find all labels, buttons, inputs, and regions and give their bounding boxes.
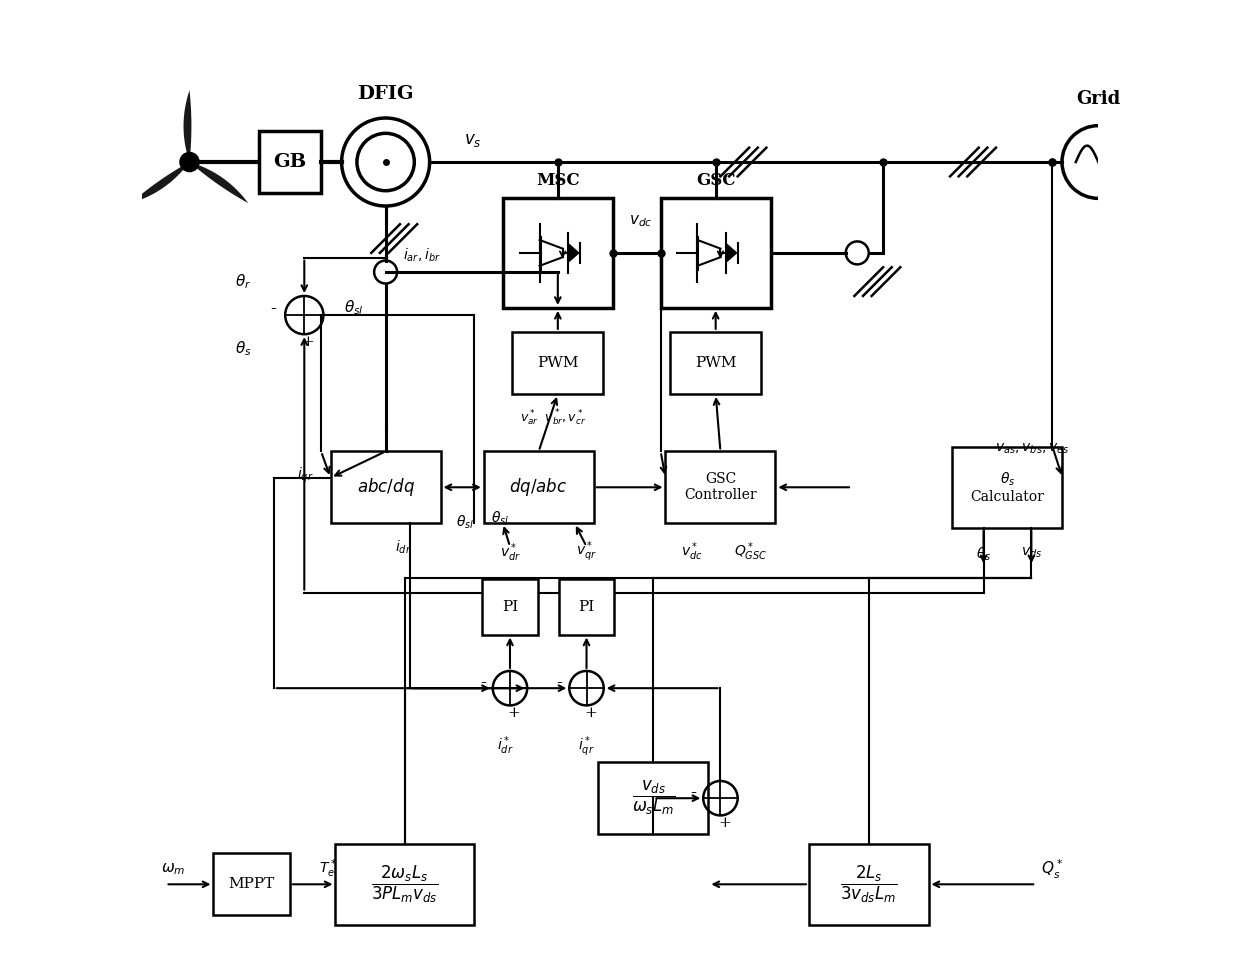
Text: DFIG: DFIG xyxy=(357,85,414,103)
Text: $\dfrac{v_{ds}}{\omega_s L_m}$: $\dfrac{v_{ds}}{\omega_s L_m}$ xyxy=(631,779,676,817)
Circle shape xyxy=(180,152,200,172)
Text: MSC: MSC xyxy=(536,172,579,189)
Bar xyxy=(331,452,440,523)
Text: -: - xyxy=(557,675,563,693)
Text: GB: GB xyxy=(273,153,306,171)
Bar xyxy=(599,762,708,834)
Text: Grid: Grid xyxy=(1076,90,1121,108)
Text: $v^*_{ar}$  $v^*_{br},v^*_{cr}$: $v^*_{ar}$ $v^*_{br},v^*_{cr}$ xyxy=(520,407,587,427)
Bar xyxy=(502,198,613,308)
Text: $\dfrac{2\omega_s L_s}{3PL_m v_{ds}}$: $\dfrac{2\omega_s L_s}{3PL_m v_{ds}}$ xyxy=(371,864,439,905)
Text: $\omega_m$: $\omega_m$ xyxy=(161,861,185,877)
Text: $v_{dc}$: $v_{dc}$ xyxy=(629,213,652,229)
Text: $\theta_s$
Calculator: $\theta_s$ Calculator xyxy=(971,471,1044,504)
Text: $Q^*_s$: $Q^*_s$ xyxy=(1040,857,1063,881)
Text: $\theta_s$: $\theta_s$ xyxy=(976,545,991,563)
Text: $i^*_{dr}$: $i^*_{dr}$ xyxy=(497,734,513,757)
Text: $i^*_{qr}$: $i^*_{qr}$ xyxy=(578,734,595,758)
Text: $v^*_{qr}$: $v^*_{qr}$ xyxy=(577,539,596,564)
Text: $i_{qr}$: $i_{qr}$ xyxy=(296,466,314,485)
Text: $\theta_r$: $\theta_r$ xyxy=(236,272,252,291)
Bar xyxy=(335,843,474,925)
Text: $v^*_{dr}$: $v^*_{dr}$ xyxy=(500,541,521,564)
Text: $T^*_e$: $T^*_e$ xyxy=(319,858,336,880)
Text: PWM: PWM xyxy=(537,356,579,370)
Text: PI: PI xyxy=(578,600,595,614)
Text: $\theta_s$: $\theta_s$ xyxy=(236,340,252,358)
Bar xyxy=(671,332,761,394)
Text: $v_s$: $v_s$ xyxy=(464,132,481,150)
Text: $v^*_{dc}$: $v^*_{dc}$ xyxy=(681,540,703,563)
Bar xyxy=(808,843,929,925)
Text: +: + xyxy=(507,706,521,720)
Text: +: + xyxy=(584,706,596,720)
Bar xyxy=(213,853,290,916)
Text: $v_{ds}$: $v_{ds}$ xyxy=(1021,545,1042,560)
Polygon shape xyxy=(568,243,580,262)
Polygon shape xyxy=(130,162,190,204)
Text: MPPT: MPPT xyxy=(228,877,275,892)
Text: PWM: PWM xyxy=(694,356,737,370)
Bar xyxy=(512,332,603,394)
Text: $i_{ar}, i_{br}$: $i_{ar}, i_{br}$ xyxy=(403,246,440,263)
Bar xyxy=(666,452,775,523)
Text: $\dfrac{2L_s}{3v_{ds}L_m}$: $\dfrac{2L_s}{3v_{ds}L_m}$ xyxy=(839,864,898,905)
Bar xyxy=(482,579,538,635)
Text: GSC
Controller: GSC Controller xyxy=(684,472,756,503)
Text: -: - xyxy=(480,675,486,693)
Bar xyxy=(952,447,1063,528)
Text: $\theta_{sl}$: $\theta_{sl}$ xyxy=(345,298,365,317)
Text: +: + xyxy=(301,335,315,349)
Text: $dq/abc$: $dq/abc$ xyxy=(510,477,568,498)
Bar xyxy=(559,579,614,635)
Text: -: - xyxy=(691,785,697,803)
Text: $v_{as}, v_{bs}, v_{es}$: $v_{as}, v_{bs}, v_{es}$ xyxy=(994,442,1070,456)
Text: $\theta_{sl}$: $\theta_{sl}$ xyxy=(456,514,474,532)
Bar xyxy=(484,452,594,523)
Bar xyxy=(259,131,321,193)
Text: -: - xyxy=(270,300,277,318)
Text: $i_{dr}$: $i_{dr}$ xyxy=(394,538,412,556)
Text: PI: PI xyxy=(502,600,518,614)
Text: $\theta_{sl}$: $\theta_{sl}$ xyxy=(491,510,510,527)
Polygon shape xyxy=(190,162,248,204)
Text: $Q^*_{GSC}$: $Q^*_{GSC}$ xyxy=(734,540,768,563)
Text: $abc/dq$: $abc/dq$ xyxy=(357,477,414,498)
Polygon shape xyxy=(727,243,738,262)
Text: +: + xyxy=(718,816,730,830)
Text: GSC: GSC xyxy=(696,172,735,189)
Polygon shape xyxy=(184,91,191,162)
Bar xyxy=(661,198,771,308)
